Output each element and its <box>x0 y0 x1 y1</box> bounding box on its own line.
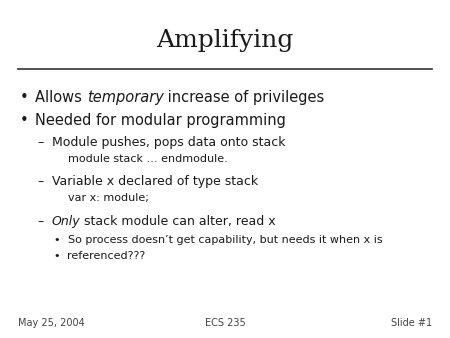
Text: May 25, 2004: May 25, 2004 <box>18 318 85 328</box>
Text: •: • <box>20 90 29 104</box>
Text: Variable x declared of type stack: Variable x declared of type stack <box>52 175 258 188</box>
Text: stack module can alter, read x: stack module can alter, read x <box>81 215 276 227</box>
Text: referenced???: referenced??? <box>68 251 146 261</box>
Text: •: • <box>53 235 59 245</box>
Text: •: • <box>20 113 29 128</box>
Text: So process doesn’t get capability, but needs it when x is: So process doesn’t get capability, but n… <box>68 235 382 245</box>
Text: •: • <box>53 251 59 261</box>
Text: Slide #1: Slide #1 <box>391 318 432 328</box>
Text: temporary: temporary <box>86 90 163 104</box>
Text: Module pushes, pops data onto stack: Module pushes, pops data onto stack <box>52 136 285 149</box>
Text: –: – <box>37 136 43 149</box>
Text: module stack … endmodule.: module stack … endmodule. <box>68 154 227 164</box>
Text: –: – <box>37 175 43 188</box>
Text: Needed for modular programming: Needed for modular programming <box>35 113 286 128</box>
Text: Only: Only <box>52 215 81 227</box>
Text: ECS 235: ECS 235 <box>205 318 245 328</box>
Text: increase of privileges: increase of privileges <box>163 90 325 104</box>
Text: Allows: Allows <box>35 90 86 104</box>
Text: –: – <box>37 215 43 227</box>
Text: Amplifying: Amplifying <box>156 29 294 52</box>
Text: var x: module;: var x: module; <box>68 193 148 203</box>
